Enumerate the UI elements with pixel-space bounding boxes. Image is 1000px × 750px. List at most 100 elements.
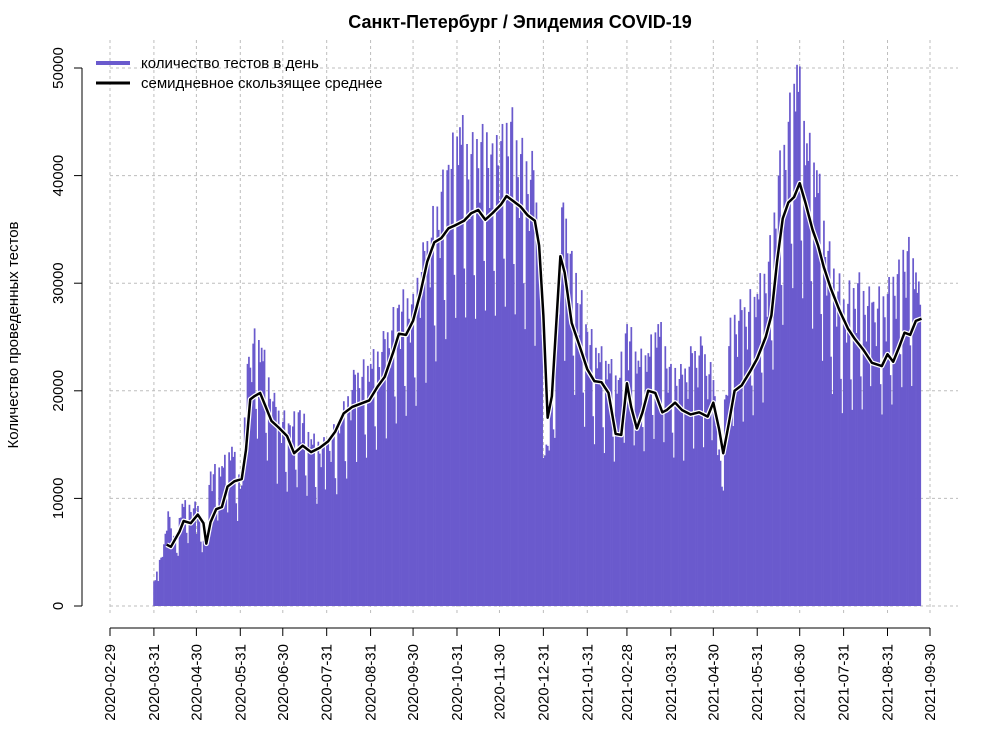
bar (450, 168, 453, 606)
bar (361, 376, 364, 606)
bar (164, 533, 167, 606)
bar (520, 154, 522, 606)
x-tick-label: 2021-09-30 (922, 644, 939, 721)
bar (389, 367, 392, 606)
bar (769, 235, 771, 606)
chart-title: Санкт-Петербург / Эпидемия COVID-19 (348, 12, 691, 32)
bar (202, 540, 205, 606)
bar (181, 503, 184, 606)
bar (857, 283, 859, 606)
bar (558, 314, 560, 606)
bar (674, 367, 677, 606)
bar (382, 331, 385, 606)
bar (790, 243, 793, 606)
bar (556, 283, 559, 606)
bar (619, 377, 621, 606)
bar (347, 396, 349, 606)
bar (752, 415, 754, 606)
bar (318, 453, 321, 606)
bar (691, 353, 694, 606)
bar (515, 140, 518, 606)
bar (293, 411, 296, 606)
bar (582, 392, 585, 606)
bar (160, 557, 162, 606)
bar (892, 276, 895, 606)
bar (163, 544, 165, 606)
bar (773, 212, 776, 607)
bar (252, 343, 255, 606)
bar (599, 362, 602, 606)
bar (616, 393, 619, 606)
bar (637, 360, 640, 606)
bar (239, 488, 242, 606)
bar (180, 517, 182, 606)
bar (719, 460, 722, 606)
bar (168, 516, 171, 606)
x-tick-label: 2021-01-31 (579, 644, 596, 721)
x-tick-label: 2020-03-31 (146, 644, 163, 721)
bar (195, 533, 198, 606)
bar (452, 132, 454, 606)
bar (782, 324, 784, 606)
bar (478, 202, 481, 606)
bar (787, 121, 790, 607)
bar (503, 258, 505, 606)
bar (534, 345, 536, 606)
bar (355, 461, 358, 606)
bar (232, 456, 235, 606)
bar (899, 354, 902, 606)
bar (396, 308, 399, 606)
bar (258, 340, 260, 606)
bar (756, 293, 759, 606)
bar (222, 467, 225, 606)
bar (165, 530, 168, 606)
bar (612, 436, 614, 606)
bar (762, 402, 764, 606)
bar (875, 346, 878, 606)
bar (544, 455, 546, 606)
bar (209, 471, 212, 606)
bar (570, 250, 573, 607)
bar (579, 304, 582, 606)
bar (197, 505, 199, 606)
bar (749, 289, 752, 606)
bar (504, 306, 507, 606)
bar (341, 419, 344, 606)
bar (211, 491, 213, 606)
bar (763, 273, 766, 606)
bar (593, 444, 596, 606)
bar (823, 220, 825, 606)
bar (340, 417, 342, 606)
bar (207, 539, 209, 606)
bar (834, 296, 837, 606)
bar (487, 167, 490, 607)
bar (755, 317, 757, 606)
bar (600, 346, 603, 606)
bar (664, 346, 667, 606)
bar (229, 460, 232, 606)
x-tick-label: 2020-12-31 (535, 644, 552, 721)
x-tick-label: 2021-04-30 (705, 644, 722, 721)
x-tick-label: 2020-02-29 (102, 644, 119, 721)
bar (553, 437, 556, 606)
bar (381, 351, 383, 606)
bar (757, 299, 760, 606)
bar (661, 412, 664, 606)
bar-series (153, 64, 922, 607)
bar (507, 156, 509, 607)
bar (602, 427, 604, 606)
bar (889, 375, 892, 606)
bar (191, 520, 194, 606)
bar (714, 396, 716, 606)
bar (753, 296, 756, 606)
bar (743, 307, 746, 606)
bar (868, 286, 871, 606)
x-tick-label: 2021-08-31 (880, 644, 897, 721)
bar (490, 154, 492, 606)
bar (420, 272, 423, 606)
bar (228, 452, 230, 606)
bar (338, 433, 341, 606)
bar (573, 394, 576, 606)
bar (592, 416, 594, 606)
